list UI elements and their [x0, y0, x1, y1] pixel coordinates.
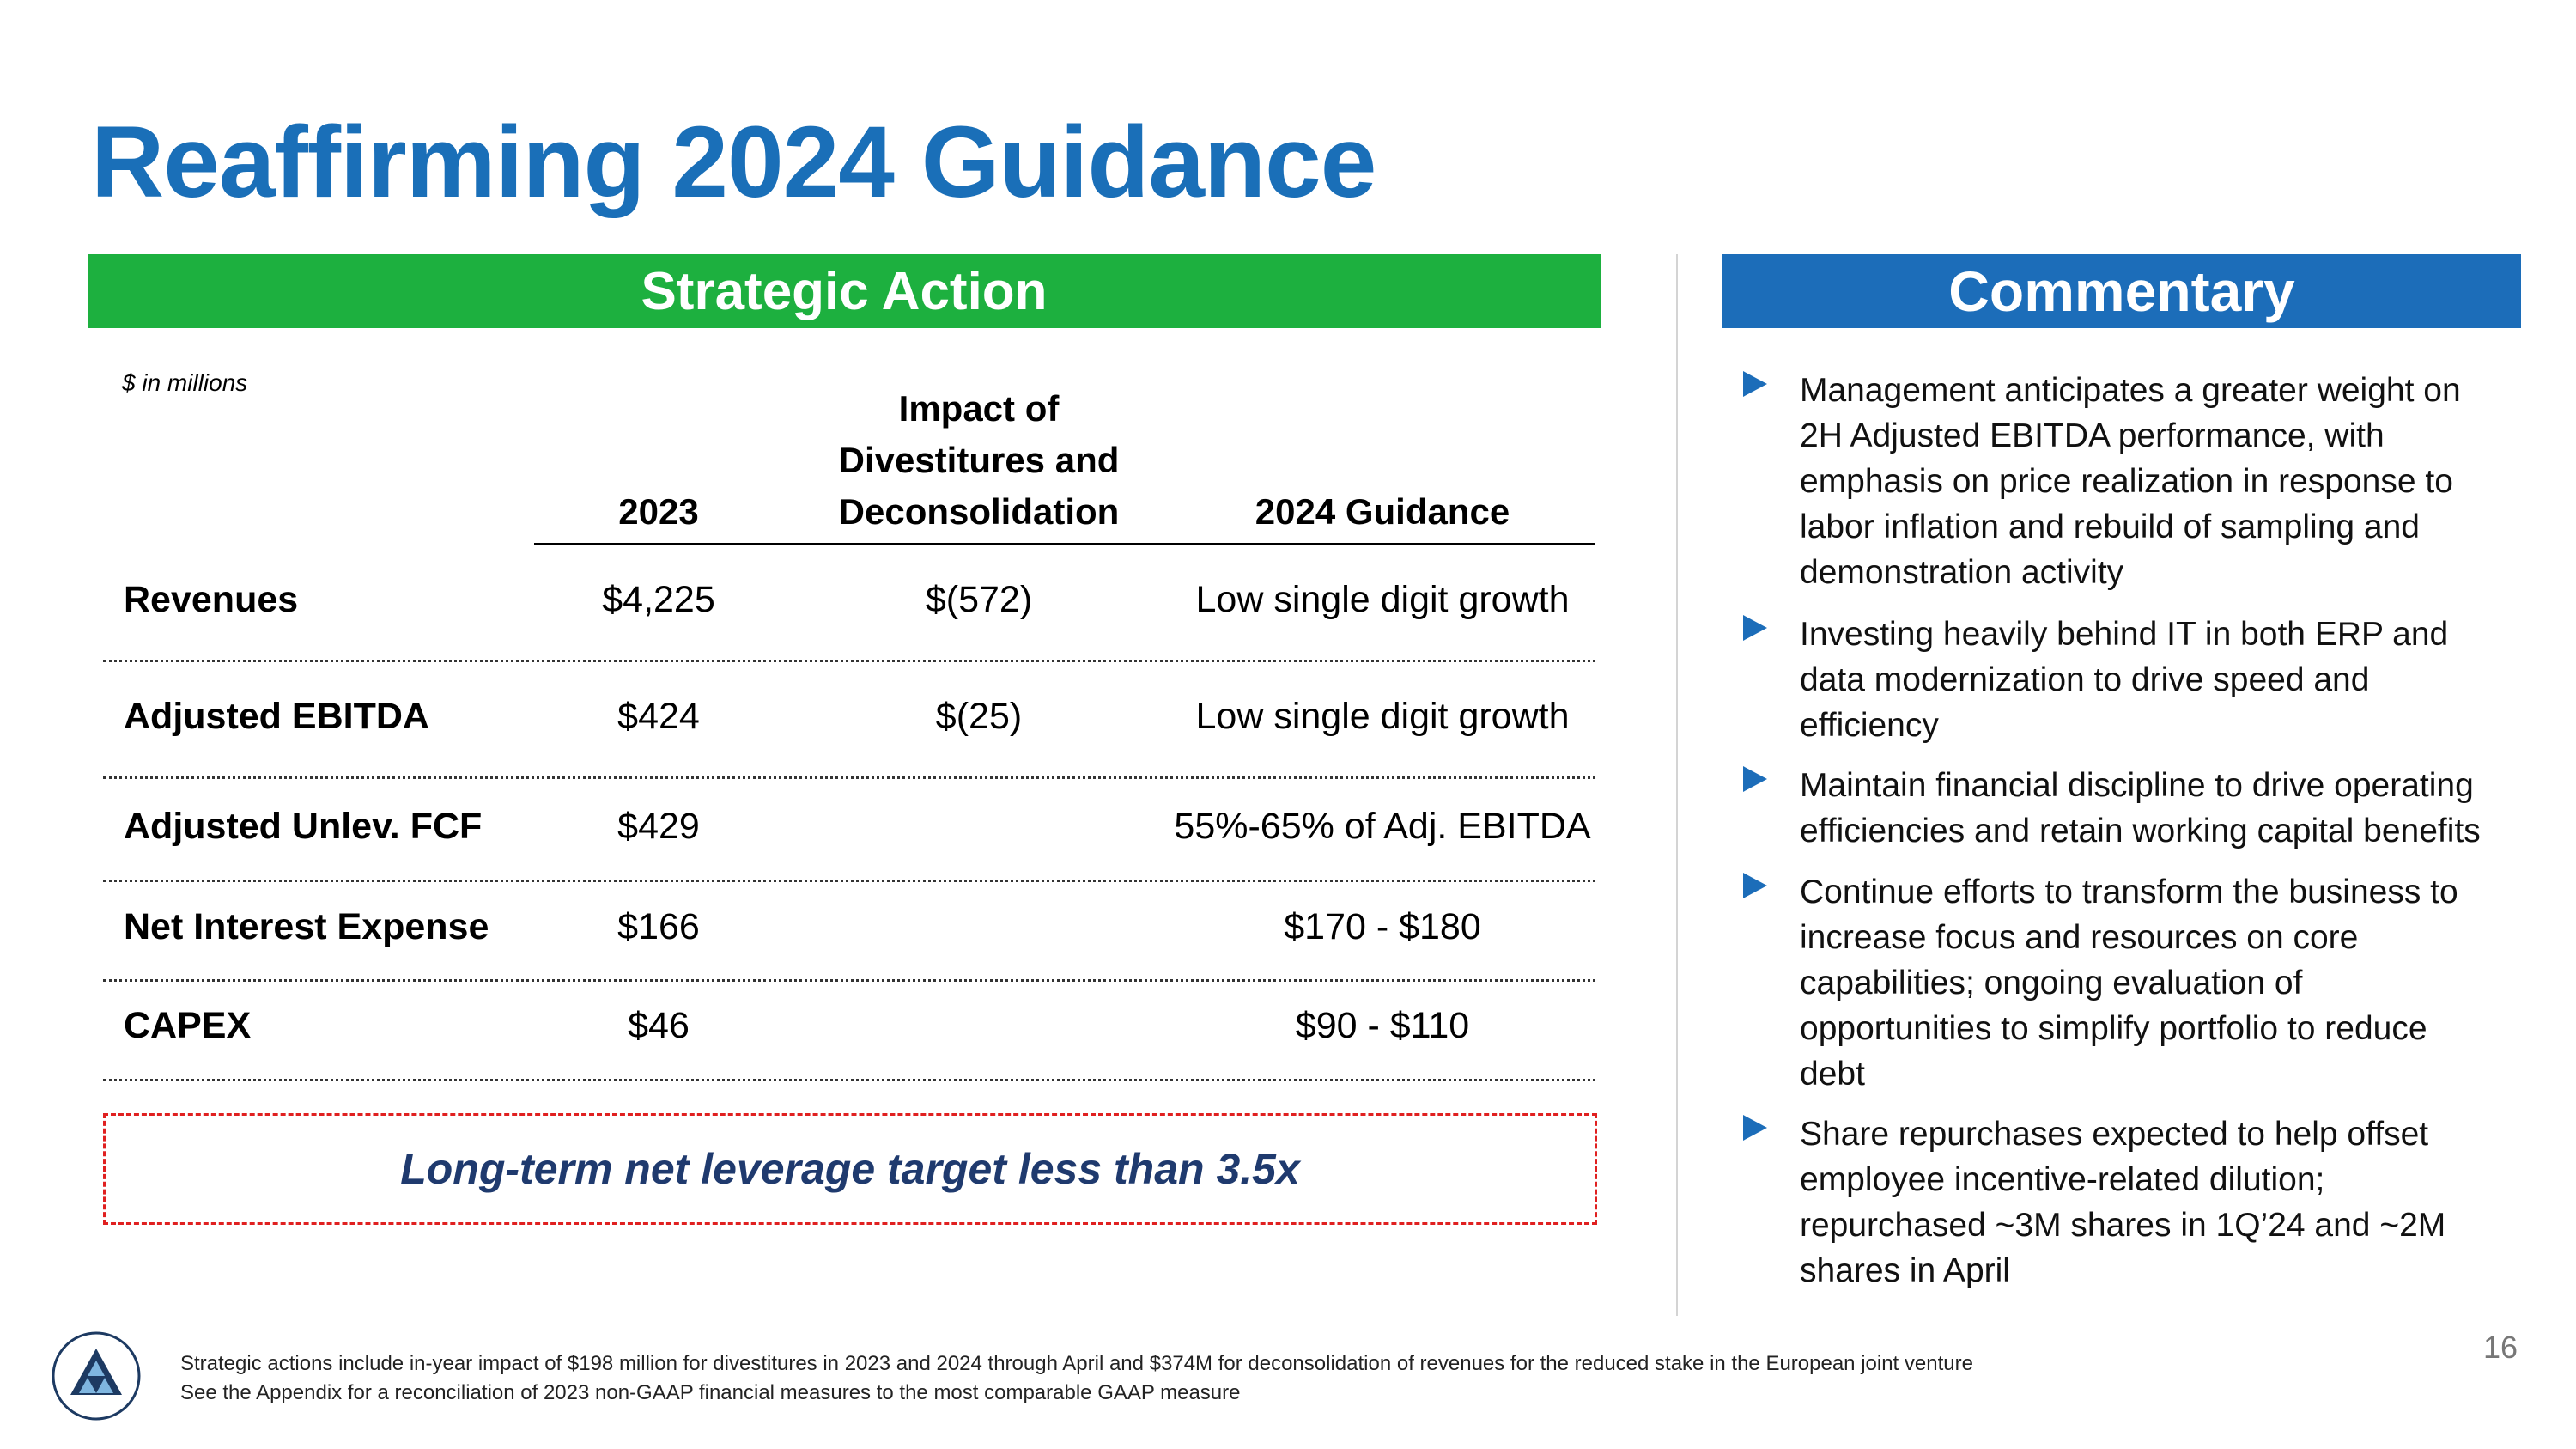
column-header-impact-line: Divestitures and: [838, 440, 1120, 480]
row-divider: [103, 660, 1595, 662]
commentary-line: efficiency: [1800, 707, 1939, 744]
row-divider: [103, 979, 1595, 982]
value-guidance: Low single digit growth: [1195, 696, 1570, 737]
value-2023: $424: [617, 696, 700, 737]
commentary-text: Investing heavily behind IT in both ERP …: [1800, 612, 2547, 748]
commentary-line: Continue efforts to transform the busine…: [1800, 874, 2458, 910]
commentary-line: Management anticipates a greater weight …: [1800, 372, 2461, 409]
value-2023: $46: [628, 1005, 690, 1046]
commentary-line: Share repurchases expected to help offse…: [1800, 1116, 2429, 1153]
commentary-line: employee incentive-related dilution;: [1800, 1161, 2325, 1198]
commentary-line: increase focus and resources on core: [1800, 919, 2359, 956]
column-header-impact-line: Impact of: [898, 388, 1060, 429]
row-divider: [103, 880, 1595, 882]
leverage-target-callout: Long-term net leverage target less than …: [103, 1113, 1597, 1225]
value-guidance: Low single digit growth: [1195, 579, 1570, 620]
triangle-right-icon: [1743, 766, 1767, 792]
column-header-guidance: 2024 Guidance: [1255, 491, 1510, 532]
value-2023: $166: [617, 906, 700, 947]
commentary-line: debt: [1800, 1056, 1865, 1093]
column-header-impact-line: Deconsolidation: [838, 491, 1120, 532]
commentary-text: Share repurchases expected to help offse…: [1800, 1111, 2547, 1294]
row-label: CAPEX: [124, 1005, 252, 1046]
company-logo-icon: [52, 1331, 141, 1421]
page-title: Reaffirming 2024 Guidance: [91, 106, 1376, 219]
footnote: See the Appendix for a reconciliation of…: [180, 1381, 1241, 1404]
commentary-banner: Commentary: [1722, 254, 2521, 328]
commentary-line: 2H Adjusted EBITDA performance, with: [1800, 417, 2385, 454]
triangle-right-icon: [1743, 371, 1767, 397]
commentary-line: shares in April: [1800, 1252, 2010, 1289]
commentary-text: Continue efforts to transform the busine…: [1800, 869, 2547, 1097]
commentary-line: repurchased ~3M shares in 1Q’24 and ~2M: [1800, 1207, 2446, 1244]
commentary-text: Maintain financial discipline to drive o…: [1800, 763, 2547, 854]
commentary-line: capabilities; ongoing evaluation of: [1800, 965, 2303, 1002]
commentary-line: efficiencies and retain working capital …: [1800, 813, 2481, 849]
strategic-action-banner: Strategic Action: [88, 254, 1601, 328]
value-2023: $4,225: [602, 579, 715, 620]
row-label: Adjusted EBITDA: [124, 696, 429, 737]
row-divider: [103, 776, 1595, 779]
row-label: Net Interest Expense: [124, 906, 489, 947]
triangle-right-icon: [1743, 873, 1767, 898]
value-impact: $(572): [925, 579, 1033, 620]
commentary-line: demonstration activity: [1800, 554, 2124, 591]
page-number: 16: [2482, 1330, 2518, 1365]
header-rule: [534, 543, 1595, 545]
units-note: $ in millions: [122, 369, 248, 396]
commentary-line: Investing heavily behind IT in both ERP …: [1800, 616, 2449, 653]
value-guidance: $90 - $110: [1295, 1005, 1470, 1046]
column-header-2023: 2023: [618, 491, 699, 532]
commentary-line: emphasis on price realization in respons…: [1800, 463, 2453, 500]
column-header-impact: Impact of Divestitures and Deconsolidati…: [807, 383, 1151, 538]
row-label: Revenues: [124, 579, 299, 620]
row-divider: [103, 1079, 1595, 1081]
commentary-text: Management anticipates a greater weight …: [1800, 368, 2547, 595]
value-2023: $429: [617, 806, 700, 847]
commentary-line: labor inflation and rebuild of sampling …: [1800, 508, 2420, 545]
vertical-divider: [1676, 254, 1678, 1316]
commentary-line: Maintain financial discipline to drive o…: [1800, 767, 2474, 804]
commentary-line: opportunities to simplify portfolio to r…: [1800, 1010, 2427, 1047]
triangle-right-icon: [1743, 1115, 1767, 1141]
value-guidance: 55%-65% of Adj. EBITDA: [1174, 806, 1591, 847]
row-label: Adjusted Unlev. FCF: [124, 806, 483, 847]
commentary-line: data modernization to drive speed and: [1800, 661, 2370, 698]
footnote: Strategic actions include in-year impact…: [180, 1352, 1973, 1375]
value-guidance: $170 - $180: [1284, 906, 1481, 947]
value-impact: $(25): [935, 696, 1023, 737]
triangle-right-icon: [1743, 615, 1767, 641]
